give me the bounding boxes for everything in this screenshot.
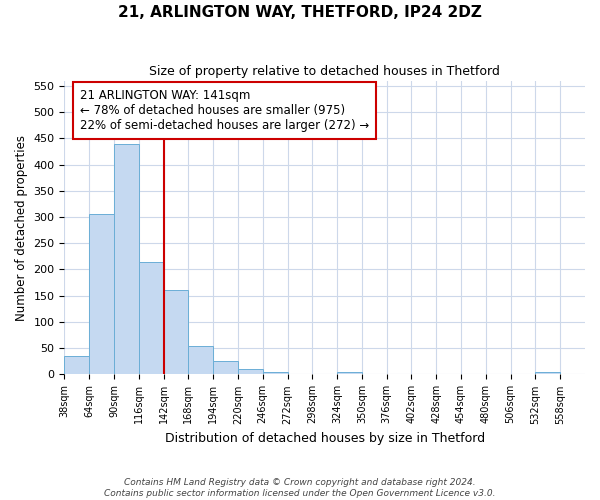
Bar [337,372,362,374]
Bar [535,372,560,374]
Bar [114,144,139,374]
Y-axis label: Number of detached properties: Number of detached properties [15,134,28,320]
Bar [89,214,114,374]
Title: Size of property relative to detached houses in Thetford: Size of property relative to detached ho… [149,65,500,78]
Bar [213,362,238,374]
Bar [188,346,213,374]
Bar [263,372,287,374]
Bar [238,369,263,374]
Text: 21, ARLINGTON WAY, THETFORD, IP24 2DZ: 21, ARLINGTON WAY, THETFORD, IP24 2DZ [118,5,482,20]
X-axis label: Distribution of detached houses by size in Thetford: Distribution of detached houses by size … [164,432,485,445]
Bar [139,262,164,374]
Bar [64,356,89,374]
Text: 21 ARLINGTON WAY: 141sqm
← 78% of detached houses are smaller (975)
22% of semi-: 21 ARLINGTON WAY: 141sqm ← 78% of detach… [80,90,369,132]
Bar [164,290,188,374]
Text: Contains HM Land Registry data © Crown copyright and database right 2024.
Contai: Contains HM Land Registry data © Crown c… [104,478,496,498]
